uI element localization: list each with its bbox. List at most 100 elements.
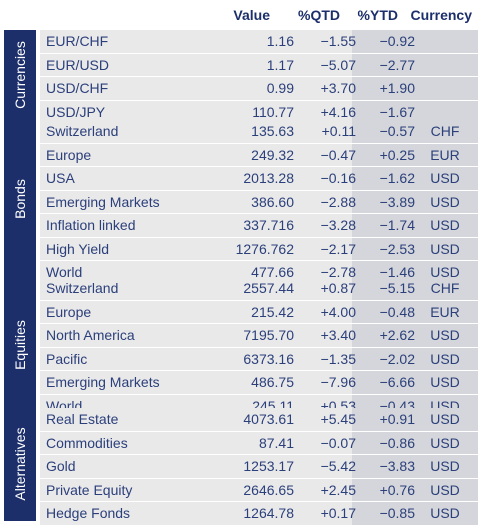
cell-ytd: −5.15 <box>379 280 415 296</box>
table-row: Switzerland 2557.44 +0.87 −5.15 CHF <box>40 277 478 301</box>
cell-qtd: +4.00 <box>320 303 356 320</box>
ytd-column-shade <box>352 120 408 143</box>
group-label-band: Currencies <box>4 30 36 120</box>
cell-qtd: −0.47 <box>320 146 356 163</box>
table-row: Europe 249.32 −0.47 +0.25 EUR <box>40 143 478 167</box>
table-header: Value %QTD %YTD Currency <box>0 0 480 30</box>
cell-value: 0.99 <box>266 80 294 96</box>
currency-column-shade <box>408 408 478 431</box>
table-row: Switzerland 135.63 +0.11 −0.57 CHF <box>40 120 478 144</box>
table-row: Emerging Markets 386.60 −2.88 −3.89 USD <box>40 190 478 214</box>
cell-currency: CHF <box>430 280 460 296</box>
cell-qtd: −2.88 <box>320 193 356 210</box>
table-row: EUR/USD 1.17 −5.07 −2.77 <box>40 53 478 77</box>
cell-name: Emerging Markets <box>46 374 160 390</box>
currency-column-shade <box>408 167 478 190</box>
table-row: Hedge Fonds 1264.78 +0.17 −0.85 USD <box>40 502 478 526</box>
cell-ytd: −3.83 <box>379 458 415 474</box>
cell-ytd: −1.62 <box>379 170 415 186</box>
table-row: Private Equity 2646.65 +2.45 +0.76 USD <box>40 478 478 502</box>
ytd-column-shade <box>352 300 408 323</box>
cell-value: 110.77 <box>252 103 294 120</box>
group-rows: Real Estate 4073.61 +5.45 +0.91 USD Commoditi… <box>40 408 478 526</box>
cell-name: Private Equity <box>46 481 133 498</box>
cell-name: EUR/CHF <box>46 33 109 49</box>
cell-value: 1.17 <box>266 56 294 73</box>
ytd-column-shade <box>352 478 408 501</box>
cell-value: 135.63 <box>251 123 294 139</box>
ytd-column-shade <box>352 324 408 347</box>
table-row: North America 7195.70 +3.40 +2.62 USD <box>40 324 478 348</box>
cell-ytd: +1.90 <box>379 80 415 96</box>
cell-ytd: −3.89 <box>379 193 415 210</box>
cell-value: 1264.78 <box>243 505 294 521</box>
ytd-column-shade <box>352 100 408 123</box>
cell-value: 1253.17 <box>243 458 294 474</box>
cell-ytd: +0.25 <box>379 146 415 163</box>
ytd-column-shade <box>352 143 408 166</box>
group-2: Equities Switzerland 2557.44 +0.87 −5.15 CHF E… <box>4 277 478 418</box>
cell-qtd: −0.07 <box>320 434 356 451</box>
group-3: Alternatives Real Estate 4073.61 +5.45 +0.91… <box>4 408 478 526</box>
cell-ytd: +0.91 <box>379 411 415 427</box>
cell-name: Pacific <box>46 350 88 367</box>
cell-qtd: +0.87 <box>320 280 356 296</box>
table-row: Gold 1253.17 −5.42 −3.83 USD <box>40 455 478 479</box>
cell-currency: EUR <box>430 146 460 163</box>
ytd-column-shade <box>352 237 408 260</box>
cell-value: 2013.28 <box>243 170 294 186</box>
cell-name: Switzerland <box>46 280 119 296</box>
cell-qtd: +5.45 <box>320 411 356 427</box>
cell-name: Real Estate <box>46 411 119 427</box>
cell-currency: EUR <box>430 303 460 320</box>
cell-name: USD/JPY <box>46 103 106 120</box>
table-row: Inflation linked 337.716 −3.28 −1.74 USD <box>40 214 478 238</box>
group-label-band: Equities <box>4 277 36 412</box>
currency-column-shade <box>408 324 478 347</box>
cell-qtd: +3.70 <box>320 80 356 96</box>
cell-name: Switzerland <box>46 123 119 139</box>
cell-currency: USD <box>430 240 460 257</box>
cell-qtd: −5.07 <box>320 56 356 73</box>
cell-currency: CHF <box>430 123 460 139</box>
cell-name: USD/CHF <box>46 80 109 96</box>
table-row: Commodities 87.41 −0.07 −0.86 USD <box>40 431 478 455</box>
ytd-column-shade <box>352 53 408 76</box>
ytd-column-shade <box>352 277 408 300</box>
cell-ytd: −2.53 <box>379 240 415 257</box>
currency-column-shade <box>408 431 478 454</box>
ytd-column-shade <box>352 455 408 478</box>
cell-currency: USD <box>430 458 460 474</box>
cell-value: 1276.762 <box>235 240 294 257</box>
cell-qtd: +2.45 <box>320 481 356 498</box>
cell-value: 2646.65 <box>243 481 294 498</box>
cell-currency: USD <box>430 193 460 210</box>
group-label: Equities <box>12 319 28 370</box>
cell-qtd: +0.11 <box>321 123 356 139</box>
group-label-band: Alternatives <box>4 408 36 521</box>
header-currency: Currency <box>410 7 472 23</box>
ytd-column-shade <box>352 371 408 394</box>
ytd-column-shade <box>352 77 408 100</box>
currency-column-shade <box>408 371 478 394</box>
currency-column-shade <box>408 277 478 300</box>
cell-ytd: −0.48 <box>379 303 415 320</box>
cell-name: Europe <box>46 303 92 320</box>
table-row: USA 2013.28 −0.16 −1.62 USD <box>40 167 478 191</box>
cell-name: Europe <box>46 146 92 163</box>
group-0: Currencies EUR/CHF 1.16 −1.55 −0.92 EUR/USD 1.… <box>4 30 478 124</box>
cell-qtd: +0.17 <box>320 505 356 521</box>
cell-ytd: +2.62 <box>379 327 415 343</box>
cell-value: 249.32 <box>251 146 294 163</box>
cell-value: 215.42 <box>251 303 294 320</box>
ytd-column-shade <box>352 30 408 53</box>
cell-ytd: −1.74 <box>379 217 415 233</box>
currency-column-shade <box>408 300 478 323</box>
group-label: Bonds <box>12 178 28 219</box>
currency-column-shade <box>408 190 478 213</box>
currency-column-shade <box>408 143 478 166</box>
currency-column-shade <box>408 478 478 501</box>
cell-ytd: −1.67 <box>379 103 415 120</box>
cell-name: World <box>46 264 83 280</box>
cell-name: EUR/USD <box>46 56 110 73</box>
